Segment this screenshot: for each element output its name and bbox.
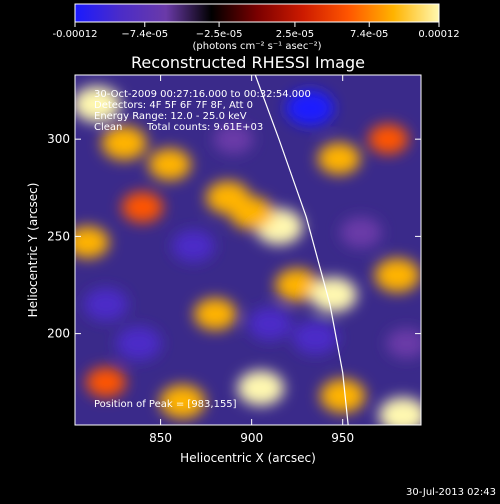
annotation-energy-range: Energy Range: 12.0 - 25.0 keV (94, 111, 247, 122)
image-blob (101, 126, 147, 161)
colorbar-tick-label: −7.4e-05 (121, 29, 168, 40)
colorbar-tick-label: -0.00012 (53, 29, 98, 40)
image-blob (275, 268, 320, 302)
annotation-total-counts: Total counts: 9.61E+03 (146, 122, 263, 133)
image-blob (320, 378, 366, 413)
image-blob (285, 90, 334, 127)
image-blob (310, 277, 357, 313)
chart-title: Reconstructed RHESSI Image (131, 53, 365, 72)
image-blob (75, 86, 121, 123)
image-blob (116, 326, 162, 361)
plot-frame (74, 74, 422, 426)
image-blob (374, 258, 420, 293)
x-tick-label: 950 (331, 431, 354, 445)
image-blob (378, 397, 421, 425)
image-blob (85, 367, 126, 398)
colorbar-units: (photons cm⁻² s⁻¹ asec⁻²) (192, 41, 321, 52)
annotation-clean: Clean (94, 122, 122, 133)
annotation-peak-position: Position of Peak = [983,155] (94, 399, 237, 410)
y-tick-label: 200 (47, 327, 70, 341)
image-blob (386, 328, 421, 359)
image-blob (83, 287, 128, 321)
image-blob (247, 307, 292, 341)
annotation-time-range: 30-Oct-2009 00:27:16.000 to 00:32:54.000 (94, 89, 311, 100)
image-blob (237, 370, 285, 406)
image-blob (121, 191, 164, 223)
colorbar: -0.00012 −7.4e-05 −2.5e-05 2.5e-05 7.4e-05 0.… (53, 3, 460, 52)
x-tick-label: 850 (149, 431, 172, 445)
footer-timestamp: 30-Jul-2013 02:43 (406, 487, 496, 498)
x-axis-label: Heliocentric X (arcsec) (180, 451, 316, 465)
plot-area (75, 75, 421, 425)
colorbar-tick-label: 0.00012 (418, 29, 459, 40)
image-blobs (75, 86, 421, 425)
colorbar-tick-label: −2.5e-05 (196, 29, 243, 40)
image-blob (292, 320, 339, 355)
x-axis-ticks: 850 900 950 (149, 75, 354, 445)
y-tick-label: 300 (47, 132, 70, 146)
colorbar-tick-label: 2.5e-05 (276, 29, 314, 40)
image-blob (159, 384, 206, 419)
annotation-detectors: Detectors: 4F 5F 6F 7F 8F, Att 0 (94, 100, 253, 111)
image-blob (317, 142, 361, 175)
solar-limb-curve (254, 75, 349, 425)
y-tick-label: 250 (47, 229, 70, 243)
image-blob (340, 217, 382, 248)
y-axis-label: Heliocentric Y (arcsec) (26, 183, 40, 318)
image-blob (172, 230, 215, 263)
image-blob (148, 148, 192, 181)
x-tick-label: 900 (240, 431, 263, 445)
image-blob (213, 124, 254, 155)
colorbar-ticks: -0.00012 −7.4e-05 −2.5e-05 2.5e-05 7.4e-05 0.… (53, 22, 460, 40)
image-blob (75, 226, 110, 259)
image-blob (229, 196, 274, 230)
colorbar-tick-label: 7.4e-05 (350, 29, 388, 40)
y-axis-ticks: 200 250 300 (47, 132, 421, 341)
image-blob (368, 124, 409, 155)
colorbar-bar (74, 3, 440, 23)
image-blob (193, 298, 237, 331)
